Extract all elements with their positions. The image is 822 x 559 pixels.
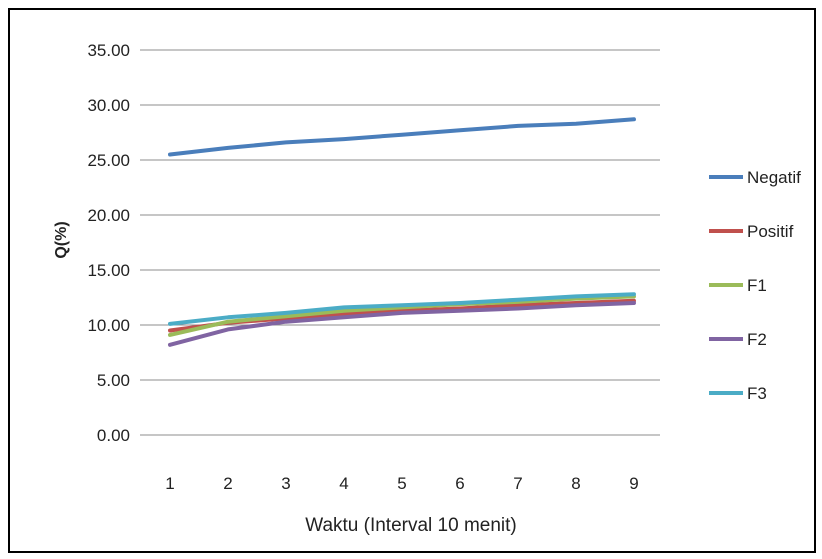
- y-tick-label: 25.00: [87, 151, 130, 170]
- y-tick-label: 10.00: [87, 316, 130, 335]
- series-line-f2: [168, 301, 636, 347]
- x-tick-label: 6: [455, 474, 464, 493]
- series-line-negatif: [168, 117, 636, 157]
- legend-label: F3: [747, 384, 767, 403]
- x-tick-label: 8: [571, 474, 580, 493]
- legend-label: F2: [747, 330, 767, 349]
- chart-frame: [8, 8, 816, 553]
- x-tick-label: 5: [397, 474, 406, 493]
- gridlines: [140, 49, 660, 436]
- y-tick-label: 15.00: [87, 261, 130, 280]
- x-tick-label: 9: [629, 474, 638, 493]
- x-tick-label: 7: [513, 474, 522, 493]
- y-tick-label: 30.00: [87, 96, 130, 115]
- x-axis-title: Waktu (Interval 10 menit): [305, 515, 517, 536]
- x-tick-label: 3: [281, 474, 290, 493]
- x-tick-label: 1: [165, 474, 174, 493]
- legend-label: F1: [747, 276, 767, 295]
- x-tick-label: 2: [223, 474, 232, 493]
- y-axis-title: Q(%): [53, 221, 70, 258]
- legend: Negatif Positif F1 F2 F3: [709, 168, 801, 403]
- legend-label: Negatif: [747, 168, 801, 187]
- y-tick-label: 0.00: [97, 426, 130, 445]
- series-line-f1: [168, 294, 636, 337]
- y-tick-label: 35.00: [87, 41, 130, 60]
- y-tick-labels: 0.00 5.00 10.00 15.00 20.00 25.00 30.00 35.00: [87, 41, 130, 445]
- x-tick-labels: 1 2 3 4 5 6 7 8 9: [165, 474, 638, 493]
- series-lines: [168, 117, 636, 347]
- legend-label: Positif: [747, 222, 794, 241]
- y-tick-label: 20.00: [87, 206, 130, 225]
- x-tick-label: 4: [339, 474, 348, 493]
- y-tick-label: 5.00: [97, 371, 130, 390]
- series-line-f3: [168, 292, 636, 326]
